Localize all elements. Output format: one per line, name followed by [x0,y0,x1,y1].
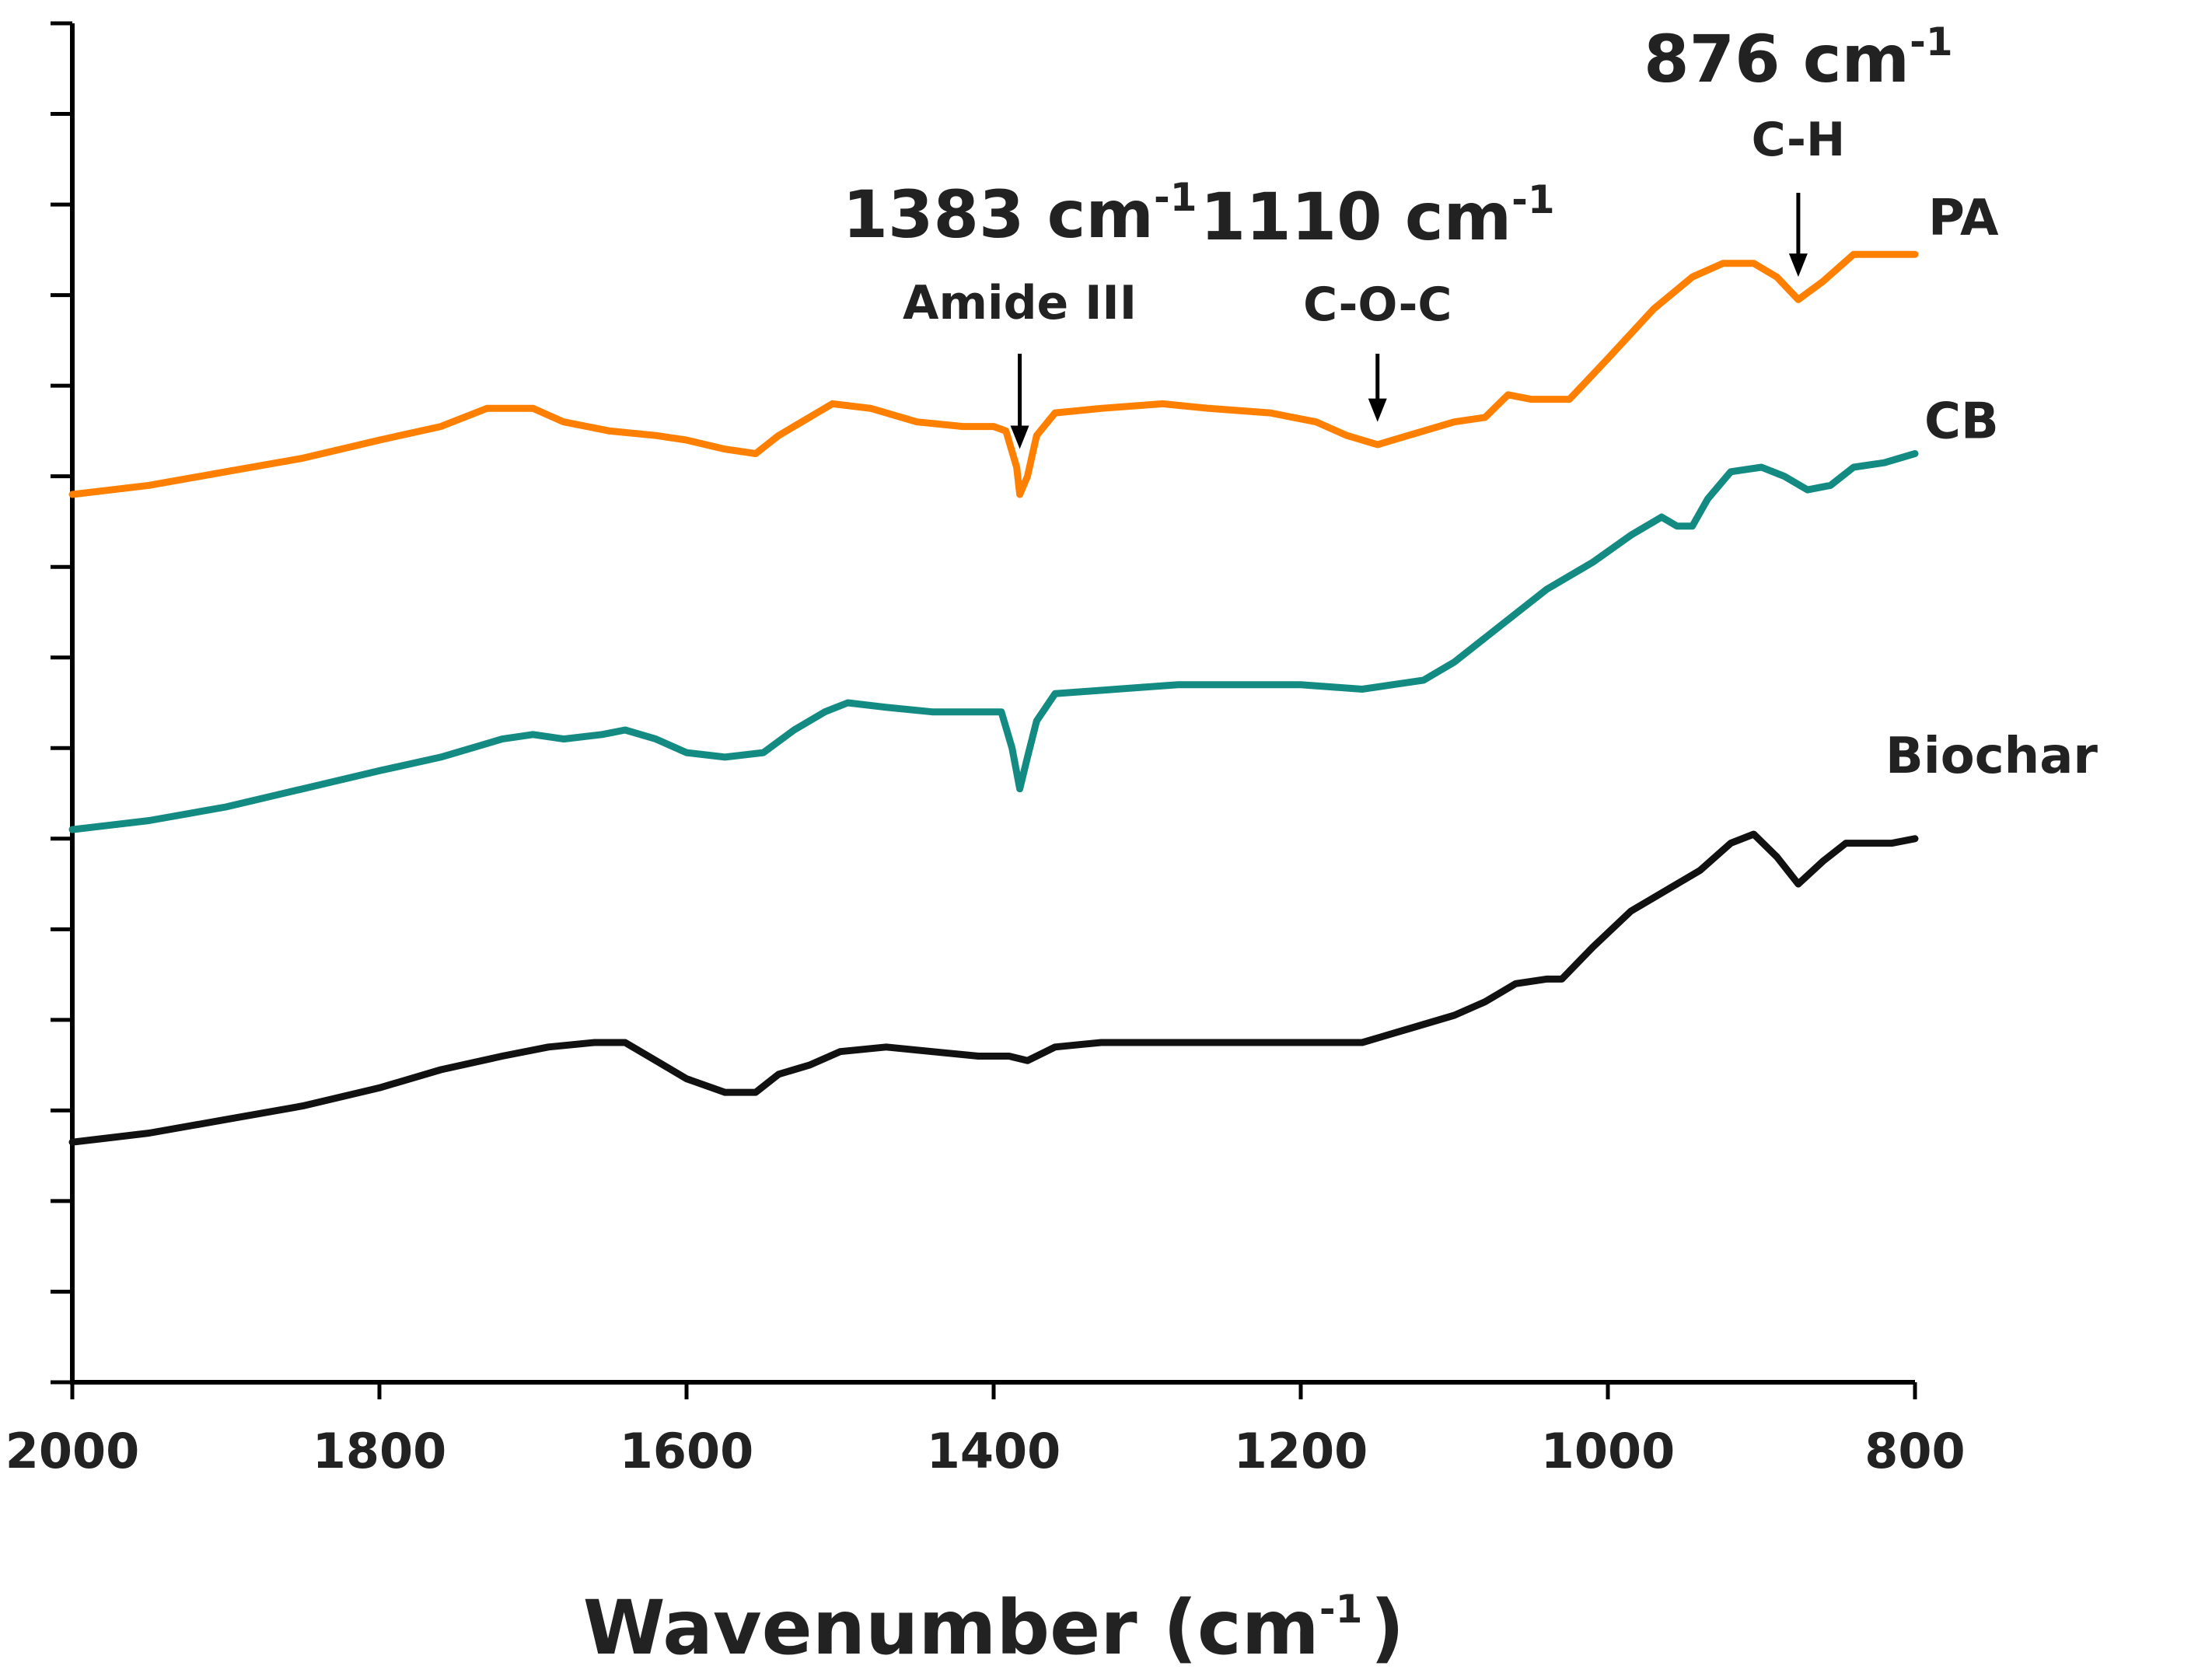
axes: 2000 1800 1600 1400 1200 1000 800 [5,21,1966,1479]
series-line-pa [68,250,1919,498]
x-tick-label: 2000 [5,1423,140,1479]
peak-annotations: 1383 cm-1 Amide III 1110 cm-1 C-O-C 876 cm-1… [843,19,1953,449]
series-labels: PA CB Biochar [1885,190,2098,785]
annotation-wavenumber: 1383 cm-1 [843,175,1197,253]
x-axis-title: Wavenumber (cm-1) [583,1584,1404,1671]
y-ticks [51,21,72,1385]
annotation-arrow-head [1010,425,1029,449]
annotation-group: C-H [1752,113,1846,167]
series-label-pa: PA [1928,190,1999,247]
x-tick-label: 1000 [1541,1423,1676,1479]
series-label-cb: CB [1924,393,1999,451]
annotation-1383: 1383 cm-1 Amide III [843,175,1197,449]
series-label-biochar: Biochar [1885,728,2098,785]
annotation-wavenumber: 876 cm-1 [1644,19,1952,97]
x-tick-label: 1400 [927,1423,1061,1479]
annotation-876: 876 cm-1 C-H [1644,19,1953,278]
annotation-group: C-O-C [1303,278,1452,332]
annotation-arrow-head [1368,398,1387,422]
series-line-cb [68,450,1919,833]
series-layer [68,250,1919,1146]
annotation-arrow-head [1788,253,1808,278]
x-ticks: 2000 1800 1600 1400 1200 1000 800 [5,1382,1966,1479]
x-tick-label: 800 [1864,1423,1965,1479]
annotation-1150: 1110 cm-1 C-O-C [1200,177,1555,422]
x-tick-label: 1200 [1234,1423,1368,1479]
annotation-wavenumber: 1110 cm-1 [1200,177,1555,255]
x-tick-label: 1600 [620,1423,754,1479]
annotation-group: Amide III [903,276,1137,330]
x-tick-label: 1800 [313,1423,447,1479]
series-line-biochar [68,830,1919,1146]
